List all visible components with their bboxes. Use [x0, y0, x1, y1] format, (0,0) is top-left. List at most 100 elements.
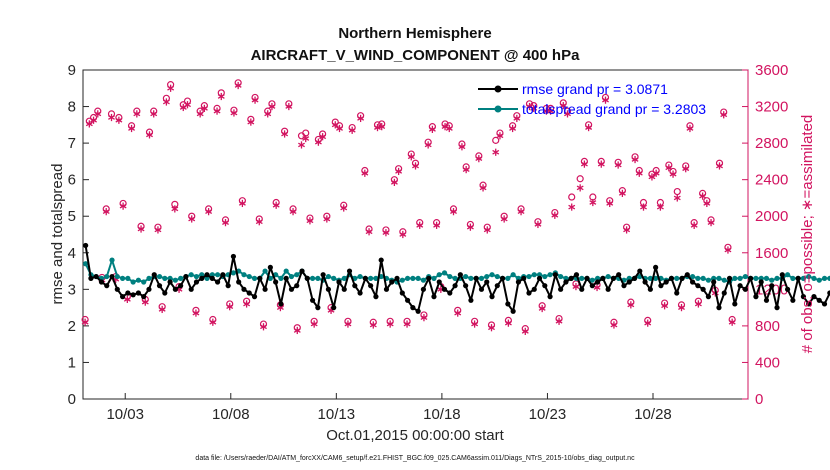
y-left-tick-label: 6 [68, 172, 76, 189]
y-left-tick-label: 7 [68, 135, 76, 152]
rmse-point [246, 290, 252, 296]
obs-assimilated-marker [378, 123, 386, 131]
rmse-point [251, 294, 258, 300]
rmse-point [204, 272, 210, 278]
rmse-point [800, 294, 807, 300]
rmse-point [341, 286, 347, 292]
rmse-point [568, 275, 574, 281]
rmse-point [452, 283, 458, 289]
rmse-point [505, 301, 511, 307]
totalspread-point [732, 275, 738, 281]
rmse-point [172, 286, 178, 292]
rmse-point [431, 294, 437, 300]
obs-assimilated-marker [635, 169, 643, 177]
rmse-point [821, 301, 828, 307]
obs-assimilated-marker [128, 124, 136, 133]
obs-assimilated-marker [479, 184, 487, 192]
obs-assimilated-marker [420, 314, 428, 322]
obs-assimilated-marker [158, 305, 166, 314]
rmse-point [167, 279, 173, 285]
totalspread-point [515, 275, 522, 281]
y-left-tick-label: 9 [68, 62, 76, 79]
obs-assimilated-marker [81, 318, 89, 326]
rmse-point [753, 294, 759, 300]
obs-assimilated-marker [255, 218, 263, 226]
obs-assimilated-marker [102, 208, 110, 216]
totalspread-point [172, 277, 178, 283]
obs-assimilated-marker [306, 217, 314, 225]
rmse-point [331, 305, 337, 311]
legend: rmse grand pr = 3.0871 totalspread grand… [478, 81, 706, 117]
rmse-point [373, 294, 379, 300]
totalspread-point [774, 275, 780, 281]
totalspread-point [816, 277, 822, 283]
rmse-point [125, 290, 131, 296]
y-right-tick-label: 0 [755, 391, 763, 408]
totalspread-point [214, 272, 221, 278]
totalspread-point [114, 273, 120, 280]
obs-assimilated-marker [513, 114, 521, 123]
obs-assimilated-marker [580, 160, 588, 168]
rmse-point [304, 275, 310, 281]
rmse-point [763, 297, 770, 303]
totalspread-point [325, 273, 332, 280]
obs-assimilated-marker [205, 208, 213, 216]
y-left-tick-label: 3 [68, 281, 76, 298]
obs-assimilated-marker [243, 300, 251, 308]
totalspread-point [162, 275, 168, 281]
obs-assimilated-marker [458, 143, 466, 151]
rmse-point [536, 275, 543, 281]
obs-assimilated-marker [606, 199, 614, 208]
rmse-point [769, 283, 775, 289]
obs-assimilated-marker [564, 110, 571, 118]
rmse-point [653, 264, 659, 270]
obs-assimilated-marker [302, 134, 310, 143]
rmse-point [584, 275, 590, 281]
totalspread-point [83, 261, 89, 267]
totalspread-point [489, 272, 495, 278]
obs-assimilated-marker [589, 198, 597, 207]
obs-assimilated-marker [264, 110, 272, 118]
rmse-point [346, 268, 353, 274]
obs-assimilated-marker [500, 215, 508, 223]
obs-assimilated-marker [656, 203, 664, 211]
totalspread-point [125, 275, 131, 281]
rmse-point [631, 275, 638, 281]
totalspread-point [209, 272, 215, 278]
rmse-point [468, 297, 474, 303]
totalspread-point [705, 277, 712, 283]
obs-assimilated-marker [369, 321, 377, 329]
obs-assimilated-marker [694, 300, 702, 308]
totalspread-point [563, 275, 569, 281]
obs-assimilated-marker [699, 192, 707, 200]
totalspread-point [626, 275, 632, 281]
rmse-point [547, 294, 553, 300]
rmse-point [478, 286, 485, 292]
obs-assimilated-marker [90, 116, 98, 124]
rmse-point [83, 242, 89, 249]
obs-assimilated-marker [466, 223, 474, 231]
totalspread-point [547, 272, 553, 278]
obs-assimilated-marker [390, 178, 398, 187]
obs-possible-marker [492, 136, 500, 144]
totalspread-point [315, 275, 321, 281]
rmse-point [378, 257, 384, 263]
obs-assimilated-marker [416, 221, 424, 229]
totalspread-point [478, 275, 485, 281]
y-left-tick-label: 1 [68, 354, 76, 371]
axis-ticks: 0123456789040080012001600200024002800320… [68, 62, 789, 423]
obs-assimilated-marker [162, 98, 170, 106]
obs-assimilated-marker [319, 133, 327, 141]
obs-assimilated-marker [289, 208, 297, 216]
obs-assimilated-marker [673, 194, 681, 202]
y-left-tick-label: 8 [68, 99, 76, 116]
rmse-point [193, 279, 200, 285]
totalspread-point [230, 270, 237, 276]
obs-possible-marker [568, 193, 576, 201]
totalspread-point [463, 273, 469, 280]
totalspread-point [526, 273, 532, 280]
obs-assimilated-marker [483, 226, 491, 234]
totalspread-point [341, 275, 347, 281]
obs-assimilated-marker [115, 116, 123, 124]
obs-assimilated-marker [576, 184, 584, 192]
